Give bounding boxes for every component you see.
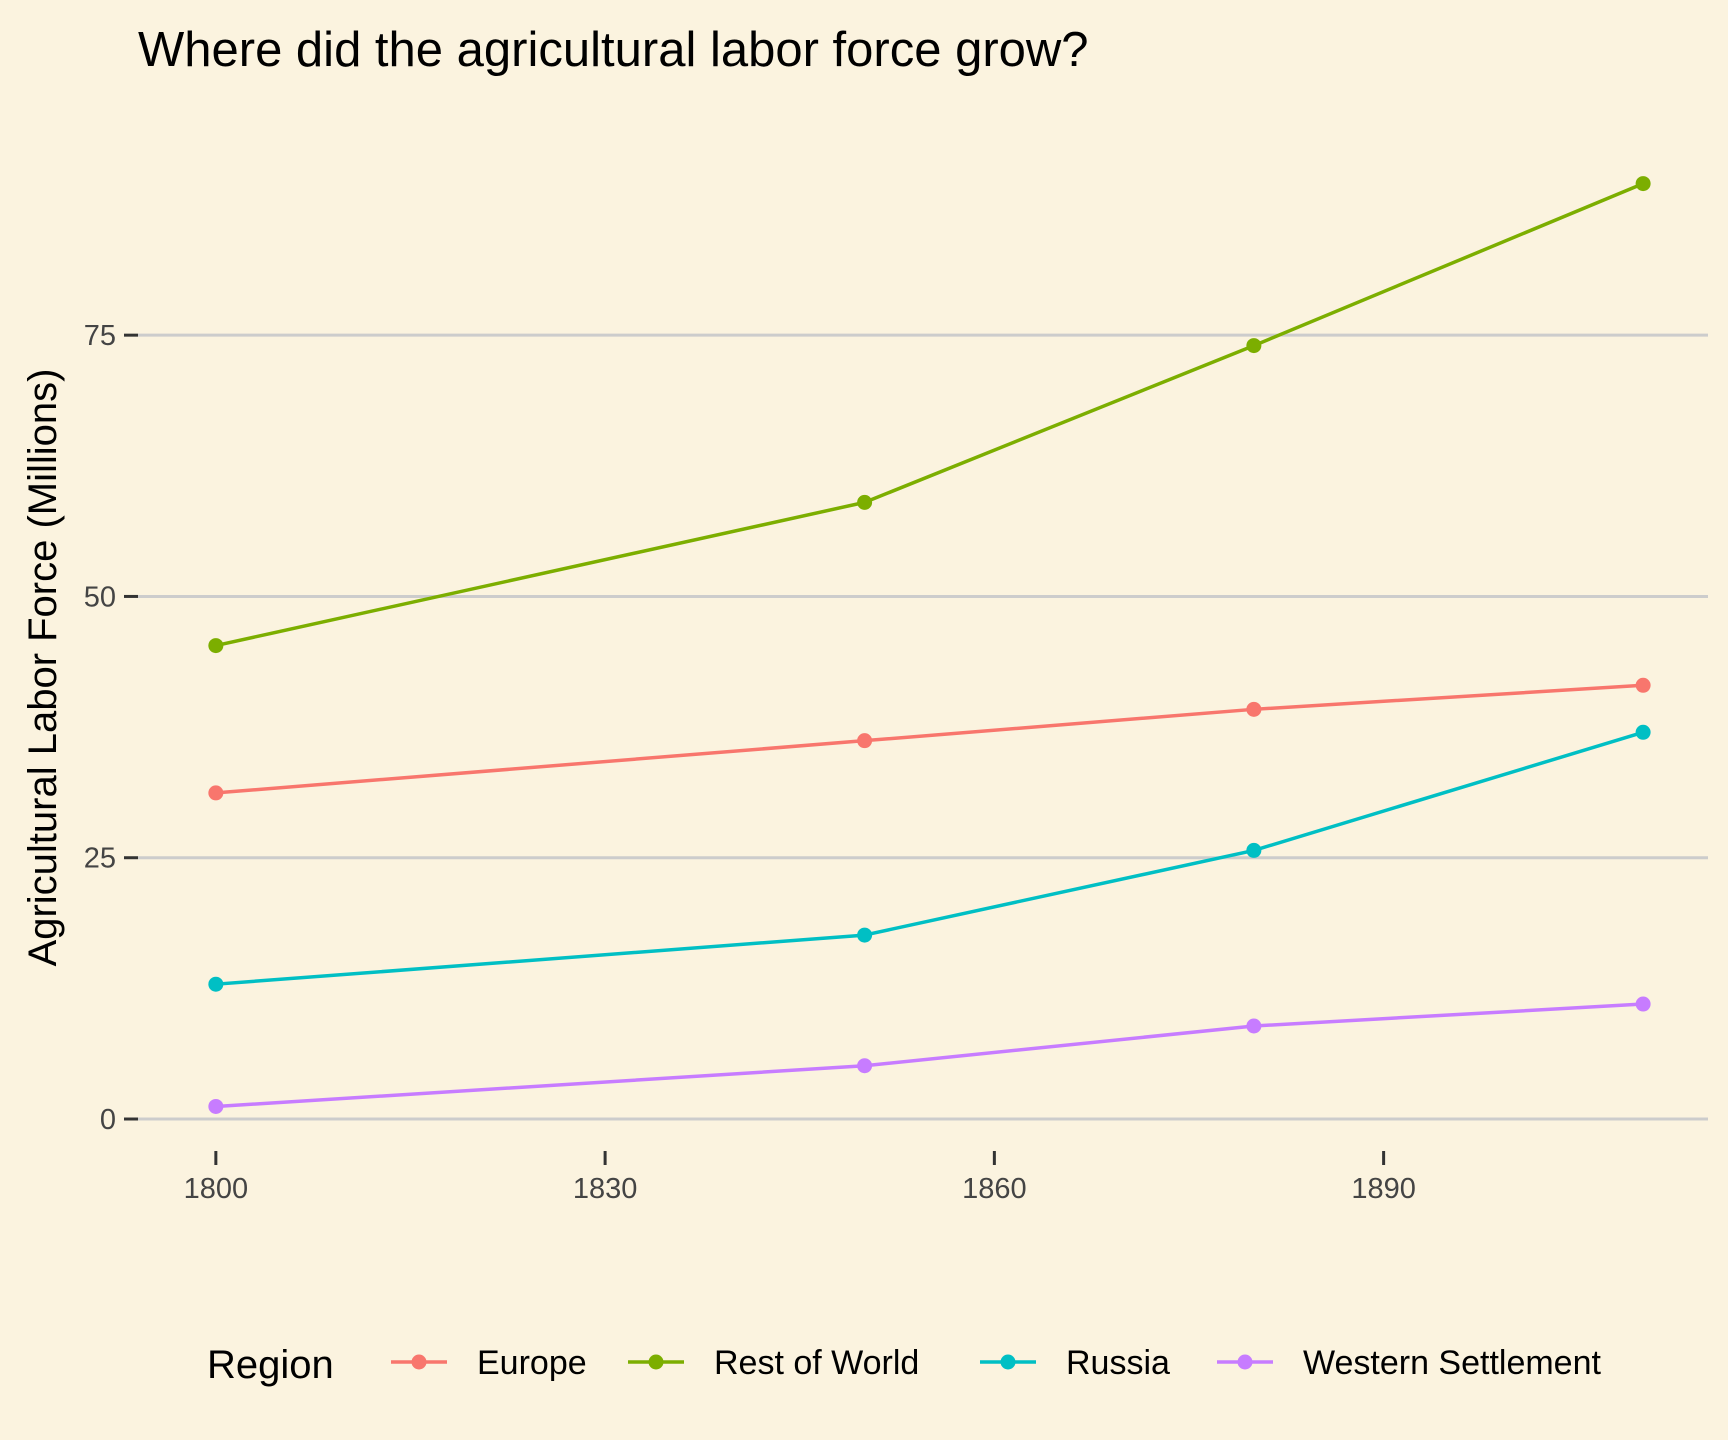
legend-key-point-russia bbox=[1000, 1354, 1016, 1370]
x-tick-label-1860: 1860 bbox=[962, 1173, 1027, 1205]
legend-item-russia: Russia bbox=[980, 1344, 1170, 1382]
data-point-russia-1850 bbox=[857, 927, 873, 943]
data-point-europe-1910 bbox=[1635, 677, 1651, 693]
legend-key-point-western-settlement bbox=[1237, 1354, 1253, 1370]
series-rest-of-world bbox=[208, 176, 1651, 654]
legend-label-western-settlement: Western Settlement bbox=[1303, 1344, 1602, 1382]
series-russia bbox=[208, 724, 1651, 992]
legend-label-europe: Europe bbox=[477, 1344, 587, 1382]
legend: Region Europe Rest of World Russia Western … bbox=[207, 1343, 1602, 1387]
legend-label-rest-of-world: Rest of World bbox=[714, 1344, 919, 1382]
y-tick-label-0: 0 bbox=[100, 1104, 116, 1136]
data-point-russia-1800 bbox=[208, 976, 224, 992]
series-line-western-settlement bbox=[215, 1002, 1644, 1109]
data-point-europe-1850 bbox=[857, 733, 873, 749]
legend-item-rest-of-world: Rest of World bbox=[628, 1344, 919, 1382]
data-point-western-settlement-1850 bbox=[857, 1058, 873, 1074]
y-axis-title: Agricultural Labor Force (Millions) bbox=[21, 369, 65, 967]
x-tick-label-1830: 1830 bbox=[573, 1173, 638, 1205]
grid-lines bbox=[138, 333, 1708, 1121]
data-point-western-settlement-1800 bbox=[208, 1098, 224, 1114]
data-point-rest-of-world-1800 bbox=[208, 638, 224, 654]
chart-title: Where did the agricultural labor force g… bbox=[138, 23, 1089, 77]
data-point-russia-1880 bbox=[1246, 842, 1262, 858]
series-europe bbox=[208, 677, 1651, 801]
data-point-rest-of-world-1880 bbox=[1246, 338, 1262, 354]
x-tick-label-1890: 1890 bbox=[1351, 1173, 1416, 1205]
series-line-rest-of-world bbox=[215, 181, 1644, 648]
legend-item-europe: Europe bbox=[391, 1344, 587, 1382]
legend-title: Region bbox=[207, 1343, 334, 1387]
series-layer bbox=[208, 176, 1651, 1114]
data-point-western-settlement-1880 bbox=[1246, 1018, 1262, 1034]
y-tick-label-75: 75 bbox=[84, 320, 116, 352]
y-tick-label-25: 25 bbox=[84, 843, 116, 875]
data-point-russia-1910 bbox=[1635, 724, 1651, 740]
data-point-rest-of-world-1910 bbox=[1635, 176, 1651, 192]
data-point-europe-1880 bbox=[1246, 701, 1262, 717]
y-tick-label-50: 50 bbox=[84, 581, 116, 613]
data-point-rest-of-world-1850 bbox=[857, 494, 873, 510]
legend-key-point-rest-of-world bbox=[648, 1354, 664, 1370]
x-tick-label-1800: 1800 bbox=[184, 1173, 249, 1205]
legend-item-western-settlement: Western Settlement bbox=[1217, 1344, 1602, 1382]
axes: 0 25 50 75 1800 1830 1860 1890 bbox=[84, 320, 1416, 1205]
series-western-settlement bbox=[208, 996, 1651, 1114]
legend-label-russia: Russia bbox=[1066, 1344, 1170, 1382]
series-line-russia bbox=[215, 730, 1644, 986]
data-point-europe-1800 bbox=[208, 785, 224, 801]
series-line-europe bbox=[215, 683, 1644, 795]
legend-key-point-europe bbox=[411, 1354, 427, 1370]
data-point-western-settlement-1910 bbox=[1635, 996, 1651, 1012]
